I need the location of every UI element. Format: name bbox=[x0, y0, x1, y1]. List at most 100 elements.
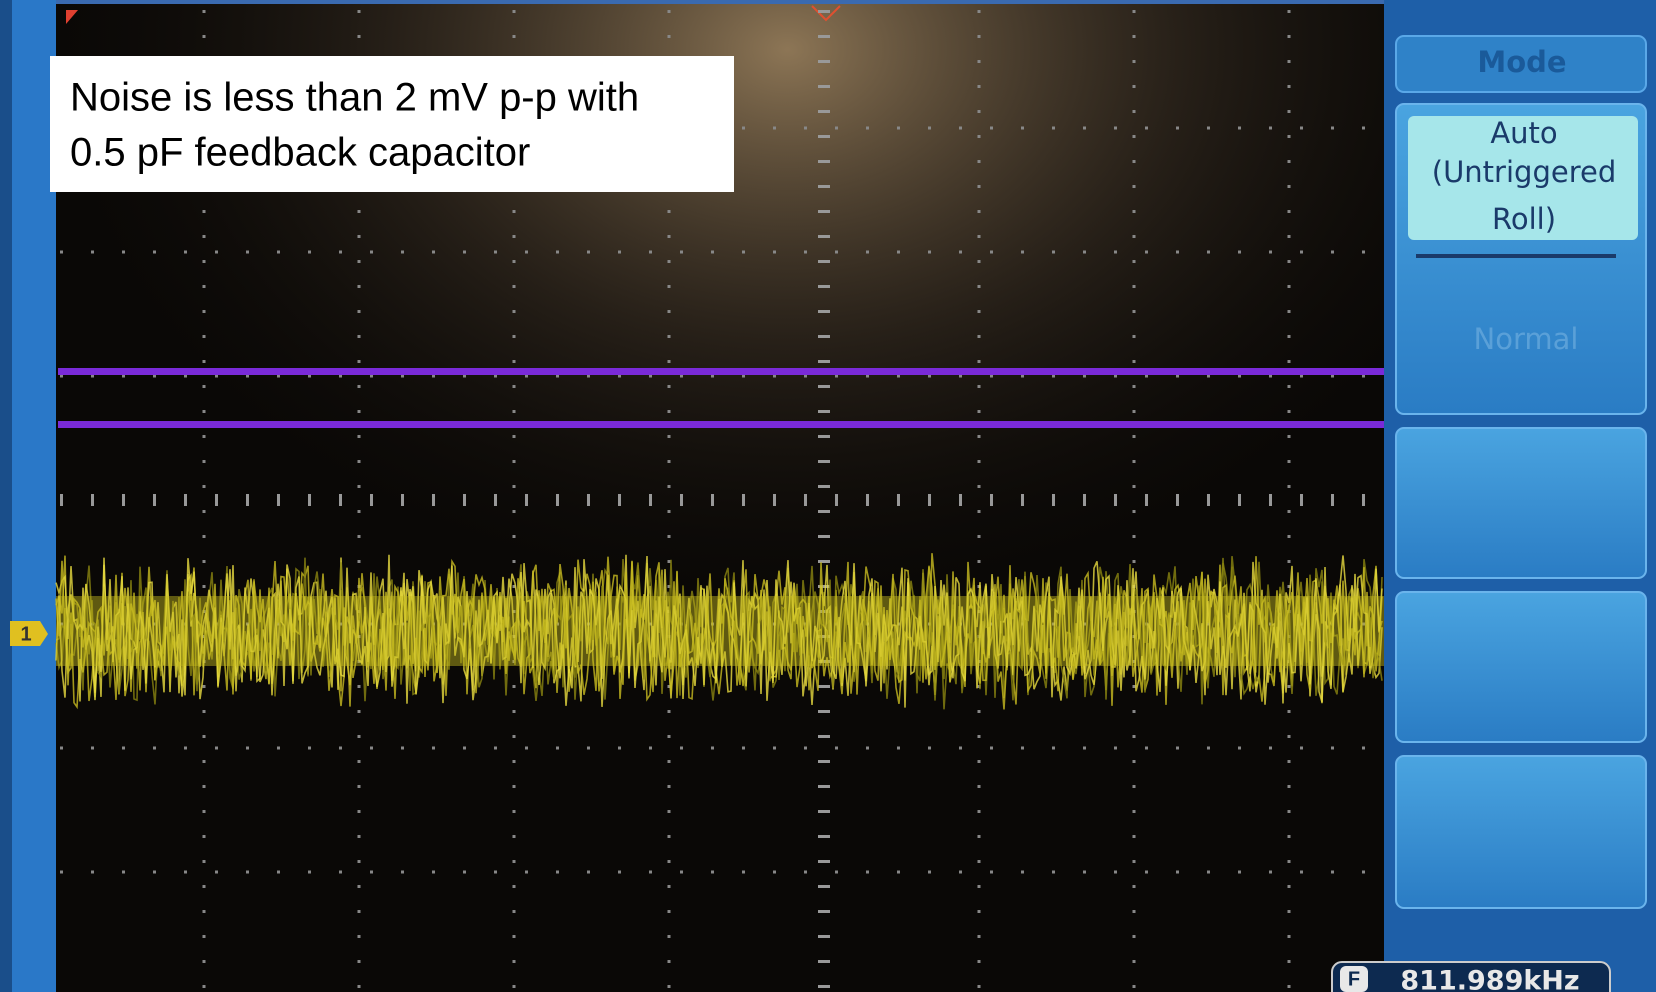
grid-dot bbox=[804, 870, 807, 874]
channel-number: 1 bbox=[20, 623, 31, 645]
grid-tick bbox=[1300, 494, 1303, 506]
grid-dot bbox=[977, 535, 981, 538]
grid-dot bbox=[512, 985, 516, 988]
grid-tick bbox=[1238, 494, 1241, 506]
grid-dot bbox=[711, 870, 714, 874]
grid-dot bbox=[1114, 126, 1117, 130]
selected-option[interactable] bbox=[1408, 116, 1638, 240]
grid-tick bbox=[1269, 494, 1272, 506]
grid-dot bbox=[215, 870, 218, 874]
grid-tick bbox=[818, 910, 830, 913]
menu-button[interactable] bbox=[1395, 427, 1647, 579]
grid-dot bbox=[202, 335, 206, 338]
grid-dot bbox=[1176, 374, 1179, 378]
grid-dot bbox=[401, 870, 404, 874]
grid-dot bbox=[357, 785, 361, 788]
grid-dot bbox=[1132, 410, 1136, 413]
grid-dot bbox=[977, 60, 981, 63]
trigger-position-marker bbox=[811, 5, 841, 22]
grid-dot bbox=[525, 746, 528, 750]
grid-dot bbox=[246, 746, 249, 750]
grid-dot bbox=[357, 460, 361, 463]
grid-tick bbox=[339, 494, 342, 506]
grid-dot bbox=[512, 560, 516, 563]
grid-dot bbox=[1083, 870, 1086, 874]
grid-dot bbox=[357, 335, 361, 338]
grid-dot bbox=[512, 285, 516, 288]
grid-dot bbox=[1132, 235, 1136, 238]
grid-dot bbox=[897, 126, 900, 130]
grid-dot bbox=[618, 250, 621, 254]
grid-dot bbox=[339, 622, 342, 626]
grid-tick bbox=[818, 85, 830, 88]
grid-dot bbox=[804, 374, 807, 378]
grid-dot bbox=[990, 374, 993, 378]
grid-dot bbox=[202, 585, 206, 588]
menu-button[interactable] bbox=[1395, 755, 1647, 909]
grid-dot bbox=[1287, 735, 1291, 738]
grid-dot bbox=[1287, 910, 1291, 913]
grid-dot bbox=[1132, 135, 1136, 138]
grid-dot bbox=[1287, 410, 1291, 413]
grid-dot bbox=[60, 374, 63, 378]
grid-dot bbox=[1132, 185, 1136, 188]
grid-dot bbox=[1287, 535, 1291, 538]
grid-dot bbox=[667, 760, 671, 763]
grid-dot bbox=[1145, 374, 1148, 378]
grid-dot bbox=[866, 746, 869, 750]
grid-dot bbox=[804, 126, 807, 130]
grid-dot bbox=[1269, 870, 1272, 874]
grid-dot bbox=[977, 435, 981, 438]
grid-dot bbox=[1287, 985, 1291, 988]
cursor-line bbox=[58, 421, 1384, 428]
grid-dot bbox=[556, 746, 559, 750]
grid-tick bbox=[818, 210, 830, 213]
grid-dot bbox=[1114, 374, 1117, 378]
grid-dot bbox=[512, 35, 516, 38]
grid-tick bbox=[680, 494, 683, 506]
top-edge bbox=[56, 0, 1386, 4]
grid-tick bbox=[818, 335, 830, 338]
grid-dot bbox=[1132, 885, 1136, 888]
grid-dot bbox=[202, 385, 206, 388]
grid-dot bbox=[494, 746, 497, 750]
grid-tick bbox=[818, 60, 830, 63]
grid-dot bbox=[494, 250, 497, 254]
grid-dot bbox=[357, 535, 361, 538]
grid-tick bbox=[215, 494, 218, 506]
grid-tick bbox=[818, 660, 830, 663]
grid-dot bbox=[556, 622, 559, 626]
grid-dot bbox=[667, 485, 671, 488]
grid-dot bbox=[618, 374, 621, 378]
grid-tick bbox=[804, 494, 807, 506]
grid-dot bbox=[202, 10, 206, 13]
grid-dot bbox=[512, 360, 516, 363]
grid-dot bbox=[667, 10, 671, 13]
grid-dot bbox=[977, 135, 981, 138]
grid-tick bbox=[818, 460, 830, 463]
grid-dot bbox=[667, 860, 671, 863]
grid-tick bbox=[818, 760, 830, 763]
grid-tick bbox=[818, 985, 830, 988]
grid-tick bbox=[1362, 494, 1365, 506]
grid-dot bbox=[977, 610, 981, 613]
grid-dot bbox=[1145, 870, 1148, 874]
menu-button[interactable] bbox=[1395, 591, 1647, 743]
grid-dot bbox=[277, 622, 280, 626]
grid-dot bbox=[680, 374, 683, 378]
grid-dot bbox=[977, 485, 981, 488]
grid-dot bbox=[202, 785, 206, 788]
grid-dot bbox=[1238, 126, 1241, 130]
grid-dot bbox=[1176, 870, 1179, 874]
menu-option-text[interactable]: Normal bbox=[1474, 322, 1579, 356]
grid-tick bbox=[818, 110, 830, 113]
grid-dot bbox=[308, 374, 311, 378]
grid-dot bbox=[512, 960, 516, 963]
grid-dot bbox=[1052, 126, 1055, 130]
grid-dot bbox=[711, 746, 714, 750]
grid-dot bbox=[977, 960, 981, 963]
grid-tick bbox=[818, 35, 830, 38]
noise-core bbox=[56, 596, 1384, 666]
grid-tick bbox=[1176, 494, 1179, 506]
